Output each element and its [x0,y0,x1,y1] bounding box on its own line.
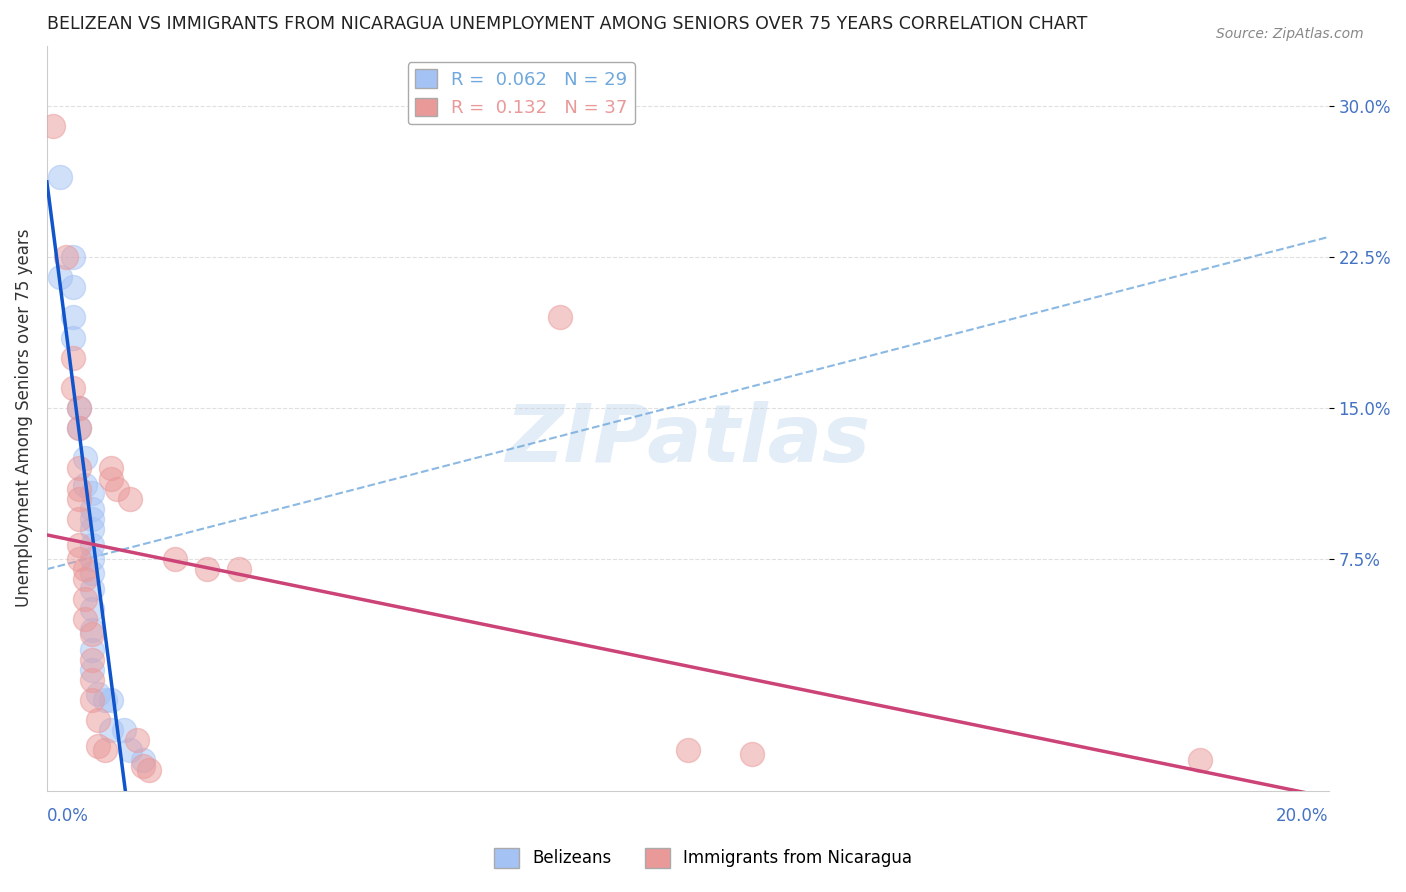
Point [120,491,142,506]
Point [80,552,103,566]
Point [67,538,90,552]
Legend: Belizeans, Immigrants from Nicaragua: Belizeans, Immigrants from Nicaragua [488,841,918,875]
Point [105,482,128,496]
Point [80,566,103,581]
Point [62,250,84,264]
Point [93,693,115,707]
Point [100,461,122,475]
Point [48,169,70,184]
Point [75,592,97,607]
Point [80,653,103,667]
Point [120,743,142,757]
Text: Source: ZipAtlas.com: Source: ZipAtlas.com [1216,27,1364,41]
Point [80,693,103,707]
Point [67,512,90,526]
Point [741,747,763,762]
Text: 0.0%: 0.0% [46,806,89,825]
Text: 20.0%: 20.0% [1277,806,1329,825]
Point [548,310,571,325]
Point [67,552,90,566]
Point [67,421,90,435]
Point [75,477,97,491]
Point [67,401,90,415]
Point [87,687,110,701]
Point [80,663,103,677]
Point [138,764,160,778]
Point [62,381,84,395]
Point [62,351,84,365]
Point [67,421,90,435]
Point [75,562,97,576]
Point [62,280,84,294]
Legend: R =  0.062   N = 29, R =  0.132   N = 37: R = 0.062 N = 29, R = 0.132 N = 37 [408,62,634,124]
Point [87,739,110,754]
Point [93,743,115,757]
Point [80,673,103,687]
Point [80,626,103,640]
Point [75,612,97,626]
Point [75,451,97,466]
Point [80,602,103,616]
Point [112,723,135,738]
Point [75,572,97,586]
Point [80,501,103,516]
Point [100,471,122,485]
Point [87,713,110,727]
Y-axis label: Unemployment Among Seniors over 75 years: Unemployment Among Seniors over 75 years [15,229,32,607]
Point [80,485,103,500]
Point [67,401,90,415]
Point [80,582,103,597]
Point [42,119,65,133]
Point [67,461,90,475]
Point [165,552,187,566]
Text: ZIPatlas: ZIPatlas [505,401,870,480]
Point [132,753,155,767]
Point [676,743,699,757]
Point [125,733,148,747]
Point [67,482,90,496]
Text: BELIZEAN VS IMMIGRANTS FROM NICARAGUA UNEMPLOYMENT AMONG SENIORS OVER 75 YEARS C: BELIZEAN VS IMMIGRANTS FROM NICARAGUA UN… [46,15,1087,33]
Point [100,723,122,738]
Point [1189,753,1212,767]
Point [100,693,122,707]
Point [80,512,103,526]
Point [80,623,103,637]
Point [80,522,103,536]
Point [132,759,155,773]
Point [55,250,77,264]
Point [80,538,103,552]
Point [62,330,84,344]
Point [48,270,70,285]
Point [62,310,84,325]
Point [228,562,250,576]
Point [195,562,218,576]
Point [80,642,103,657]
Point [67,491,90,506]
